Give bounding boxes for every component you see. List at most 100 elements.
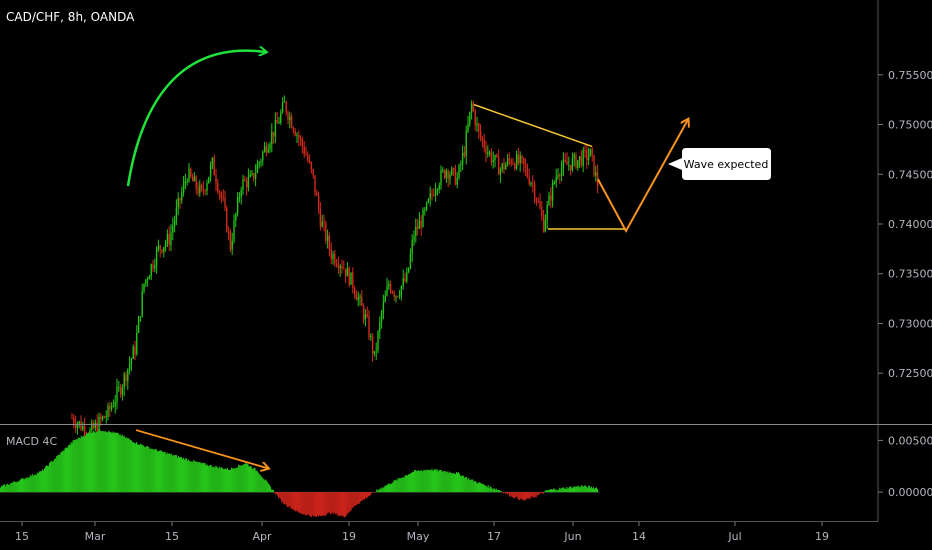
macd-bar: [562, 487, 564, 493]
candle-body: [474, 110, 476, 126]
macd-bar: [593, 488, 596, 493]
candle-body: [245, 180, 248, 188]
macd-bar: [555, 489, 557, 493]
macd-bar: [57, 455, 59, 493]
candle-body: [535, 198, 538, 202]
macd-bar: [464, 477, 466, 493]
macd-bar: [82, 435, 84, 493]
macd-bar: [264, 479, 266, 493]
candle-body: [539, 201, 541, 209]
macd-bar: [410, 472, 413, 493]
macd-bar: [458, 473, 461, 493]
macd-bar: [232, 468, 234, 493]
macd-bar: [69, 444, 71, 493]
candle-body: [487, 152, 489, 155]
macd-bar: [576, 486, 578, 493]
macd-bar: [550, 489, 553, 493]
candle-body: [514, 164, 516, 169]
macd-bar: [104, 431, 106, 493]
macd-bar: [418, 470, 420, 493]
macd-bar: [597, 489, 599, 493]
macd-bar: [379, 489, 381, 493]
candle-body: [532, 183, 534, 185]
macd-bar: [158, 450, 160, 493]
macd-bar: [533, 492, 535, 498]
candle-body: [105, 416, 107, 418]
candle-body: [490, 152, 493, 163]
price-axis[interactable]: 0.75500 0.75000 0.74500 0.74000 0.73500 0.730…: [878, 69, 932, 380]
price-tick-label: 0.74500: [888, 168, 932, 181]
macd-bar: [17, 481, 19, 493]
candle-body: [123, 374, 125, 388]
macd-bar: [558, 489, 560, 493]
macd-bar: [510, 492, 512, 497]
macd-bar: [100, 430, 102, 493]
macd-bar: [309, 492, 311, 517]
macd-bar: [236, 467, 238, 493]
macd-bar: [8, 484, 10, 493]
macd-axis[interactable]: 0.00500 0.00000: [878, 434, 932, 499]
macd-bar: [483, 484, 485, 493]
macd-bar: [404, 475, 406, 493]
macd-bar: [86, 433, 88, 493]
candle-body: [373, 351, 376, 354]
time-axis[interactable]: 15 Mar 15 Apr 19 May 17 Jun 14 Jul 19: [15, 522, 829, 543]
macd-bar: [545, 490, 547, 493]
macd-bar: [220, 467, 222, 493]
candle-body: [411, 240, 413, 255]
macd-bar: [362, 492, 365, 500]
macd-bar: [332, 492, 334, 512]
macd-bar: [167, 453, 169, 493]
time-tick-label: Mar: [85, 530, 106, 543]
macd-bar: [516, 492, 518, 497]
candle-body: [377, 331, 379, 351]
candle-body: [560, 167, 563, 177]
macd-bar: [108, 430, 110, 493]
candle-body: [112, 406, 115, 408]
candle-body: [402, 278, 404, 287]
macd-bar: [213, 467, 215, 493]
macd-bar: [6, 484, 8, 493]
macd-bar: [140, 443, 142, 493]
macd-bar: [184, 459, 186, 493]
macd-bar: [134, 443, 137, 493]
macd-bar: [282, 492, 284, 502]
macd-bar: [12, 482, 14, 493]
macd-bar: [196, 461, 198, 493]
macd-bar: [44, 466, 47, 493]
macd-bar: [400, 478, 402, 493]
macd-bar: [88, 432, 91, 493]
candle-body: [591, 148, 593, 155]
macd-bar: [224, 468, 226, 493]
macd-bar: [506, 492, 508, 493]
candle-body: [211, 157, 214, 166]
macd-bar: [293, 492, 295, 510]
macd-bar: [336, 492, 338, 514]
macd-bar: [387, 484, 389, 493]
macd-bar: [59, 454, 61, 493]
candle-body: [172, 226, 174, 233]
macd-bar: [84, 435, 86, 493]
macd-bar: [235, 467, 237, 493]
macd-bar: [126, 438, 128, 493]
macd-bar: [302, 492, 304, 515]
candle-body: [263, 146, 266, 153]
macd-bar: [299, 492, 301, 513]
candle-body: [366, 314, 368, 317]
macd-bar: [35, 474, 37, 493]
macd-bar: [384, 485, 386, 493]
macd-bar: [22, 478, 24, 493]
macd-bar: [194, 461, 196, 493]
candle-body: [571, 158, 574, 171]
macd-bar: [590, 486, 592, 493]
macd-bar: [358, 492, 360, 504]
wave-expected-callout[interactable]: Wave expected: [668, 148, 771, 180]
candle-body: [321, 221, 323, 227]
macd-bar: [563, 487, 565, 493]
macd-bar: [537, 492, 539, 496]
candle-body: [299, 138, 302, 140]
macd-bar: [40, 471, 42, 493]
macd-bar: [50, 461, 52, 493]
macd-bar: [52, 461, 54, 493]
